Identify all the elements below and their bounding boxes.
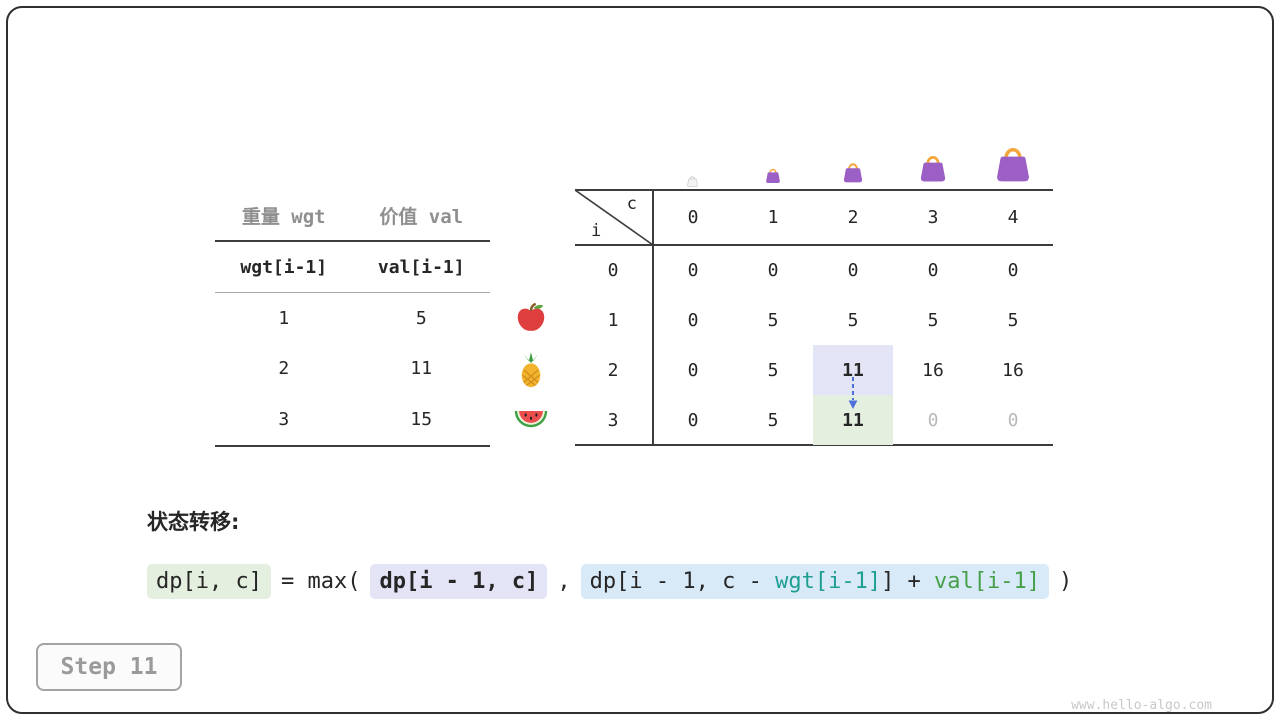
dp-cell: 5 <box>767 359 779 381</box>
item-table-rule-mid <box>215 292 490 293</box>
dp-cell: 0 <box>687 359 699 381</box>
item-row: 2 11 <box>215 343 490 394</box>
dp-cell: 0 <box>927 259 939 281</box>
formula-arg2-mid: ] + <box>881 568 935 594</box>
dp-cell: 0 <box>687 259 699 281</box>
dp-row-headers: 0 1 2 3 <box>573 245 653 445</box>
dp-col-header: 2 <box>847 207 859 228</box>
item-row: 3 15 <box>215 394 490 445</box>
dp-col-header: 0 <box>687 207 699 228</box>
step-badge: Step 11 <box>36 643 182 691</box>
corner-label-i: i <box>591 221 602 241</box>
item-table: 重量 wgt 价值 val wgt[i-1] val[i-1] 1 5 2 11… <box>215 190 490 447</box>
bag-empty-icon <box>686 172 699 191</box>
dp-cell: 16 <box>922 359 944 381</box>
dp-cell: 0 <box>1007 259 1019 281</box>
dp-table-rule-vertical <box>652 190 654 445</box>
dp-cell: 16 <box>1002 359 1024 381</box>
dp-col-header: 4 <box>1007 207 1019 228</box>
val-var-label: val[i-1] <box>377 256 465 278</box>
dp-row-header: 2 <box>607 359 619 381</box>
dp-cell: 5 <box>767 309 779 331</box>
dp-table-rule-header <box>575 244 1053 246</box>
formula-arg2-prefix: dp[i - 1, c - <box>589 568 776 594</box>
dp-col-header: 1 <box>767 207 779 228</box>
dp-cell: 5 <box>1007 309 1019 331</box>
state-transition-label: 状态转移: <box>147 510 240 534</box>
dp-column-headers: 0 1 2 3 4 <box>653 190 1053 245</box>
item-wgt-cell: 3 <box>278 409 290 430</box>
dp-cell: 0 <box>767 259 779 281</box>
dp-cell: 0 <box>1007 409 1019 431</box>
bag-xlarge-icon <box>992 144 1034 188</box>
bag-large-icon <box>917 153 949 187</box>
corner-label-c: c <box>626 194 637 214</box>
dp-row-header: 1 <box>607 309 619 331</box>
item-table-var-row: wgt[i-1] val[i-1] <box>215 242 490 292</box>
item-val-cell: 5 <box>415 307 427 329</box>
item-table-header-row: 重量 wgt 价值 val <box>215 190 490 240</box>
pineapple-icon <box>516 351 546 393</box>
dp-cell: 5 <box>767 409 779 431</box>
corner-diagonal <box>575 190 653 245</box>
dp-row-header: 0 <box>607 259 619 281</box>
watermelon-icon <box>513 408 549 436</box>
formula-close-paren: ) <box>1059 568 1073 594</box>
watermark: www.hello-algo.com <box>1071 698 1212 713</box>
dp-table-rule-bottom <box>575 444 1053 446</box>
dp-col-header: 3 <box>927 207 939 228</box>
item-table-header-weight: 重量 wgt <box>241 205 326 228</box>
state-transition-formula: dp[i, c] = max( dp[i - 1, c] , dp[i - 1,… <box>147 560 1072 602</box>
item-wgt-cell: 1 <box>278 307 290 329</box>
bag-medium-icon <box>841 161 865 188</box>
formula-lhs-chip: dp[i, c] <box>147 563 271 599</box>
formula-arg2-chip: dp[i - 1, c - wgt[i-1]] + val[i-1] <box>580 563 1050 599</box>
formula-equals-max: = max( <box>280 568 361 594</box>
item-table-header-value: 价值 val <box>379 205 464 228</box>
dp-table-rule-top <box>575 189 1053 191</box>
dp-corner-cell: c i <box>575 190 653 245</box>
transition-arrow-icon <box>845 376 861 414</box>
dp-cell: 5 <box>847 309 859 331</box>
item-val-cell: 15 <box>410 409 433 430</box>
formula-comma: , <box>557 568 571 594</box>
formula-arg1-chip: dp[i - 1, c] <box>370 563 548 599</box>
item-wgt-cell: 2 <box>278 358 290 379</box>
item-table-rule-bottom <box>215 445 490 447</box>
wgt-var-label: wgt[i-1] <box>240 256 328 278</box>
dp-row-header: 3 <box>607 409 619 431</box>
formula-val-term: val[i-1] <box>934 568 1041 594</box>
bag-small-icon <box>764 167 782 188</box>
item-row: 1 5 <box>215 293 490 343</box>
item-val-cell: 11 <box>410 358 433 379</box>
dp-cell: 0 <box>687 309 699 331</box>
dp-grid: 0 0 0 0 0 0 5 5 5 5 0 5 11 16 16 0 5 11 … <box>653 245 1053 445</box>
dp-cell: 5 <box>927 309 939 331</box>
formula-wgt-term: wgt[i-1] <box>775 568 882 594</box>
dp-cell: 0 <box>927 409 939 431</box>
item-table-rule-top <box>215 240 490 242</box>
dp-cell: 0 <box>847 259 859 281</box>
apple-icon <box>514 301 548 339</box>
dp-cell: 0 <box>687 409 699 431</box>
